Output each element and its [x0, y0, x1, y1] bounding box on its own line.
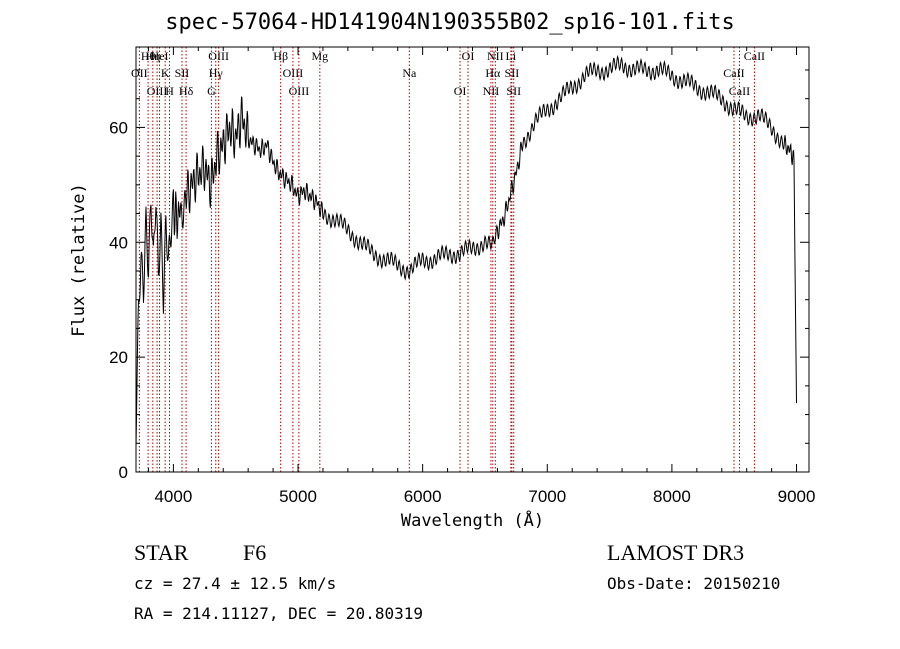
- emission-label-12: Hβ: [273, 49, 288, 63]
- emission-label-19: Hα: [485, 66, 501, 80]
- emission-label-25: CaII: [723, 66, 744, 80]
- emission-label-23: SII: [506, 84, 521, 98]
- emission-label-20: NII: [483, 84, 500, 98]
- emission-label-7: SII: [175, 66, 190, 80]
- emission-label-8: Hδ: [179, 84, 194, 98]
- x-tick-label: 5000: [279, 487, 317, 506]
- x-tick-label: 6000: [404, 487, 442, 506]
- emission-label-10: Hγ: [209, 66, 224, 80]
- emission-label-21: NII: [487, 49, 504, 63]
- series-line-0: [135, 54, 797, 447]
- coordinates: RA = 214.11127, DEC = 20.80319: [134, 604, 423, 623]
- plot-frame: [135, 46, 810, 473]
- emission-label-27: CaII: [744, 49, 765, 63]
- object-subclass: F6: [243, 540, 267, 565]
- redshift-text: cz = 27.4 ± 12.5 km/s: [134, 574, 337, 593]
- emission-labels-layer: Hθ OII OIII HeI KH Hη SII Hδ OIII Hγ G Hβ OIII OIII Mg…: [131, 49, 765, 98]
- emission-label-15: Mg: [311, 49, 328, 63]
- y-tick-label: 0: [119, 463, 128, 482]
- emission-label-6: Hη: [145, 49, 160, 63]
- emission-label-1: OII: [131, 66, 148, 80]
- emission-label-11: G: [207, 84, 216, 98]
- emission-lines-layer: [138, 47, 755, 472]
- x-tick-label: 9000: [778, 487, 816, 506]
- emission-label-4: K: [161, 66, 170, 80]
- emission-label-17: OI: [454, 84, 467, 98]
- ticks-layer: 4000 5000 6000 7000 8000 9000 0 20 40 60: [109, 47, 815, 506]
- series-layer: [135, 54, 797, 447]
- x-axis-label: Wavelength (Å): [400, 511, 545, 531]
- emission-label-24: Li: [506, 49, 517, 63]
- emission-label-16: Na: [402, 66, 417, 80]
- emission-label-9: OIII: [208, 49, 229, 63]
- y-axis-label: Flux (relative): [69, 183, 89, 337]
- obs-date: Obs-Date: 20150210: [607, 574, 781, 593]
- y-tick-label: 20: [109, 348, 128, 367]
- x-tick-label: 8000: [653, 487, 691, 506]
- survey-name: LAMOST DR3: [607, 540, 745, 565]
- emission-label-3: HeI: [151, 49, 169, 63]
- emission-label-5: H: [165, 84, 174, 98]
- emission-label-14: OIII: [289, 84, 310, 98]
- y-tick-label: 60: [109, 118, 128, 137]
- x-tick-label: 4000: [154, 487, 192, 506]
- emission-label-2: OIII: [147, 84, 168, 98]
- object-class: STAR: [134, 540, 189, 565]
- emission-label-26: CaII: [729, 84, 750, 98]
- emission-label-18: OI: [462, 49, 475, 63]
- x-tick-label: 7000: [528, 487, 566, 506]
- chart-title: spec-57064-HD141904N190355B02_sp16-101.f…: [165, 10, 735, 35]
- y-tick-label: 40: [109, 233, 128, 252]
- emission-label-13: OIII: [283, 66, 304, 80]
- emission-label-22: SII: [505, 66, 520, 80]
- emission-label-0: Hθ: [141, 49, 156, 63]
